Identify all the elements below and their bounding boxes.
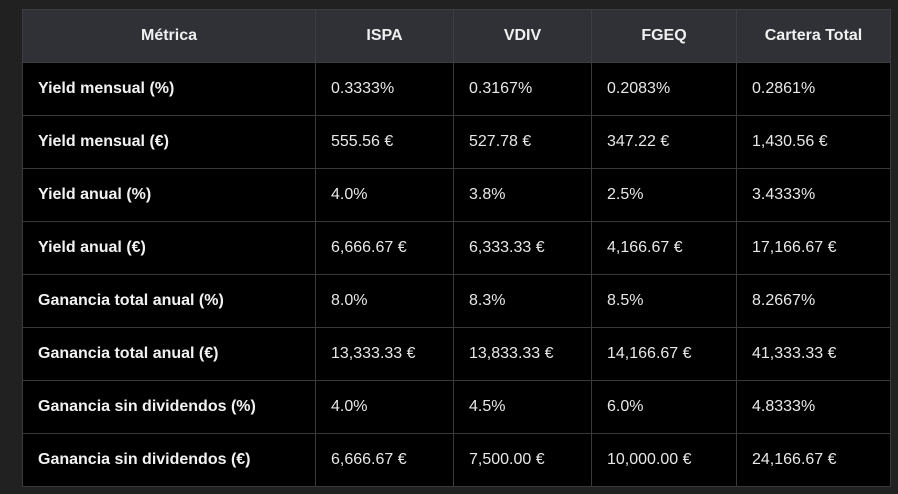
table-body: Yield mensual (%) 0.3333% 0.3167% 0.2083… <box>22 62 891 487</box>
value-cell-ispa: 8.0% <box>315 274 454 328</box>
metric-cell: Yield mensual (€) <box>22 115 316 169</box>
table-row: Yield anual (€) 6,666.67 € 6,333.33 € 4,… <box>22 221 891 275</box>
value-cell-cartera-total: 1,430.56 € <box>736 115 891 169</box>
value-cell-cartera-total: 41,333.33 € <box>736 327 891 381</box>
table-row: Ganancia total anual (€) 13,333.33 € 13,… <box>22 327 891 381</box>
value-cell-fgeq: 6.0% <box>591 380 737 434</box>
header-cell-fgeq: FGEQ <box>591 9 737 63</box>
metric-cell: Yield anual (%) <box>22 168 316 222</box>
value-cell-fgeq: 347.22 € <box>591 115 737 169</box>
value-cell-ispa: 4.0% <box>315 168 454 222</box>
value-cell-fgeq: 10,000.00 € <box>591 433 737 487</box>
value-cell-vdiv: 4.5% <box>453 380 592 434</box>
header-cell-vdiv: VDIV <box>453 9 592 63</box>
value-cell-fgeq: 2.5% <box>591 168 737 222</box>
value-cell-cartera-total: 3.4333% <box>736 168 891 222</box>
value-cell-cartera-total: 24,166.67 € <box>736 433 891 487</box>
value-cell-fgeq: 8.5% <box>591 274 737 328</box>
metric-cell: Yield anual (€) <box>22 221 316 275</box>
value-cell-vdiv: 7,500.00 € <box>453 433 592 487</box>
table-row: Yield anual (%) 4.0% 3.8% 2.5% 3.4333% <box>22 168 891 222</box>
value-cell-ispa: 6,666.67 € <box>315 433 454 487</box>
table-row: Ganancia sin dividendos (%) 4.0% 4.5% 6.… <box>22 380 891 434</box>
header-cell-cartera-total: Cartera Total <box>736 9 891 63</box>
value-cell-ispa: 6,666.67 € <box>315 221 454 275</box>
value-cell-fgeq: 14,166.67 € <box>591 327 737 381</box>
value-cell-vdiv: 13,833.33 € <box>453 327 592 381</box>
metric-cell: Ganancia total anual (%) <box>22 274 316 328</box>
value-cell-vdiv: 6,333.33 € <box>453 221 592 275</box>
value-cell-fgeq: 4,166.67 € <box>591 221 737 275</box>
value-cell-vdiv: 0.3167% <box>453 62 592 116</box>
value-cell-vdiv: 3.8% <box>453 168 592 222</box>
table-header: Métrica ISPA VDIV FGEQ Cartera Total <box>22 9 891 63</box>
results-table: Métrica ISPA VDIV FGEQ Cartera Total Yie… <box>22 9 891 487</box>
value-cell-vdiv: 8.3% <box>453 274 592 328</box>
value-cell-cartera-total: 0.2861% <box>736 62 891 116</box>
table-row: Ganancia sin dividendos (€) 6,666.67 € 7… <box>22 433 891 487</box>
value-cell-ispa: 555.56 € <box>315 115 454 169</box>
metric-cell: Yield mensual (%) <box>22 62 316 116</box>
results-table-container: Métrica ISPA VDIV FGEQ Cartera Total Yie… <box>22 9 891 487</box>
value-cell-ispa: 13,333.33 € <box>315 327 454 381</box>
value-cell-fgeq: 0.2083% <box>591 62 737 116</box>
table-row: Yield mensual (%) 0.3333% 0.3167% 0.2083… <box>22 62 891 116</box>
metric-cell: Ganancia sin dividendos (€) <box>22 433 316 487</box>
metric-cell: Ganancia sin dividendos (%) <box>22 380 316 434</box>
table-row: Yield mensual (€) 555.56 € 527.78 € 347.… <box>22 115 891 169</box>
header-row: Métrica ISPA VDIV FGEQ Cartera Total <box>22 9 891 63</box>
table-row: Ganancia total anual (%) 8.0% 8.3% 8.5% … <box>22 274 891 328</box>
value-cell-cartera-total: 8.2667% <box>736 274 891 328</box>
metric-cell: Ganancia total anual (€) <box>22 327 316 381</box>
value-cell-vdiv: 527.78 € <box>453 115 592 169</box>
value-cell-cartera-total: 17,166.67 € <box>736 221 891 275</box>
value-cell-ispa: 4.0% <box>315 380 454 434</box>
value-cell-cartera-total: 4.8333% <box>736 380 891 434</box>
value-cell-ispa: 0.3333% <box>315 62 454 116</box>
header-cell-metrica: Métrica <box>22 9 316 63</box>
header-cell-ispa: ISPA <box>315 9 454 63</box>
